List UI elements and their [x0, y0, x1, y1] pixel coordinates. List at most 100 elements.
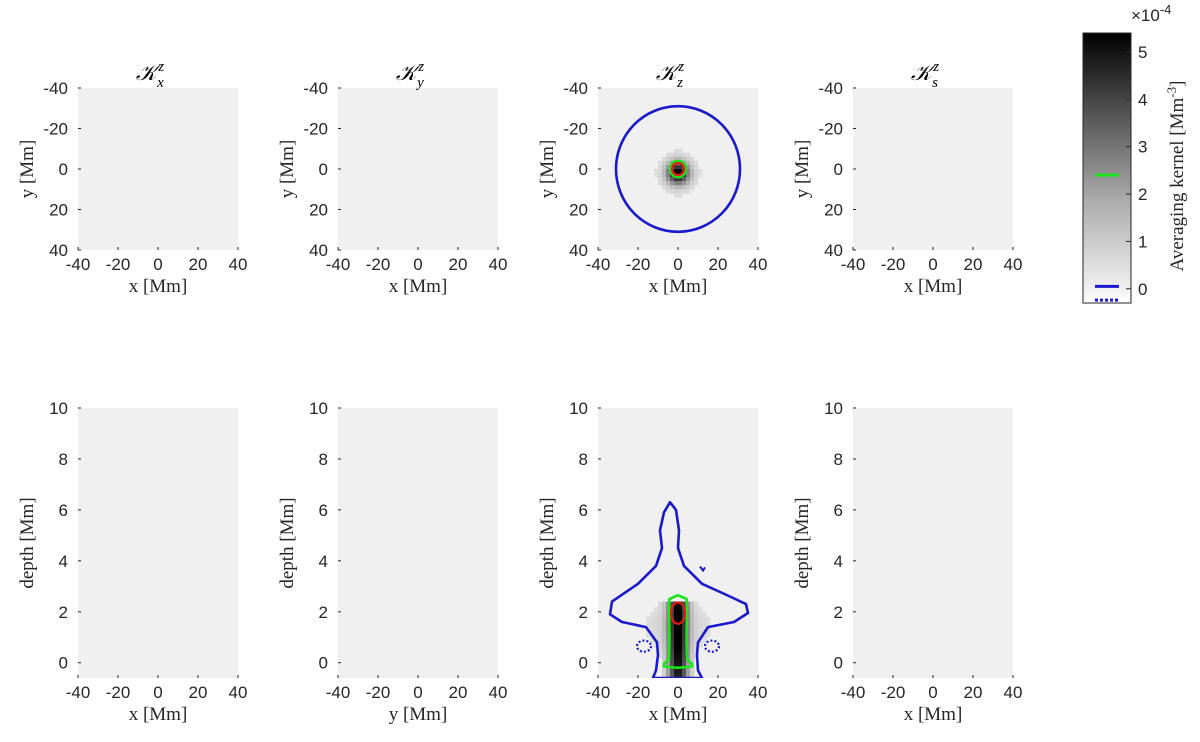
- colorbar-tick-label: 1: [1138, 232, 1147, 251]
- heat-cell: [686, 189, 691, 194]
- heat-cell: [706, 627, 711, 633]
- heat-cell: [690, 173, 695, 178]
- heat-cell: [674, 611, 679, 618]
- y-tick-label: 0: [59, 160, 68, 179]
- heat-cell: [658, 611, 663, 618]
- y-tick-label: 0: [59, 654, 68, 673]
- heat-cell: [654, 611, 659, 618]
- heat-cell: [650, 627, 655, 633]
- x-axis-label: x [Mm]: [129, 704, 188, 725]
- heat-cell: [686, 647, 691, 653]
- heat-cell: [686, 672, 691, 678]
- panel-title-sub: x: [156, 75, 164, 91]
- heat-cell: [686, 642, 691, 648]
- heat-cell: [646, 616, 651, 623]
- x-tick-label: 0: [928, 255, 937, 274]
- panel-title-sup: z: [157, 59, 164, 75]
- heat-cell: [658, 169, 663, 174]
- panel-r2-c2: -40 -20 0 20 40 0 2 4 6 8 10 y [Mm] depth [Mm]: [277, 399, 507, 725]
- heat-cell: [674, 647, 679, 653]
- heat-cell: [702, 616, 707, 623]
- heat-cell: [682, 177, 687, 182]
- heat-cell: [690, 185, 695, 190]
- heat-cell: [674, 652, 679, 659]
- heat-cell: [662, 177, 667, 182]
- x-tick-label: -40: [841, 683, 866, 702]
- heat-cell: [686, 621, 691, 628]
- contour-red: [670, 161, 686, 177]
- heat-cell: [686, 169, 691, 174]
- kernel-heatmap: [608, 500, 750, 678]
- heat-cell: [694, 164, 699, 170]
- heat-cell: [706, 632, 711, 638]
- colorbar-tick-label: 0: [1138, 280, 1147, 299]
- heat-cell: [646, 621, 651, 628]
- heat-cell: [670, 177, 675, 182]
- y-axis-label: depth [Mm]: [17, 497, 38, 588]
- heat-cell: [658, 181, 663, 186]
- heat-cell: [694, 606, 699, 613]
- x-tick-label: 40: [229, 255, 248, 274]
- heat-cell: [694, 616, 699, 623]
- heat-cell: [670, 189, 675, 194]
- heat-cell: [686, 667, 691, 674]
- heat-cell: [678, 672, 683, 678]
- heat-cell: [690, 164, 695, 170]
- heat-cell: [690, 621, 695, 628]
- heat-cell: [670, 627, 675, 633]
- heat-cell: [678, 632, 683, 638]
- heat-cell: [690, 642, 695, 648]
- heat-cell: [678, 662, 683, 669]
- panel-background: [78, 88, 238, 250]
- heat-cell: [694, 637, 699, 643]
- heat-cell: [670, 652, 675, 659]
- heat-cell: [686, 632, 691, 638]
- heat-cell: [690, 637, 695, 643]
- heat-cell: [694, 632, 699, 638]
- x-tick-label: 20: [189, 683, 208, 702]
- heat-cell: [678, 647, 683, 653]
- heat-cell: [678, 642, 683, 648]
- heat-cell: [686, 637, 691, 643]
- heat-cell: [698, 173, 703, 178]
- heat-cell: [646, 632, 651, 638]
- heat-cell: [686, 156, 691, 162]
- heat-cell: [670, 632, 675, 638]
- heat-cell: [690, 672, 695, 678]
- heat-cell: [686, 662, 691, 669]
- heat-cell: [658, 606, 663, 613]
- panel-title-sup: z: [932, 59, 939, 75]
- x-tick-label: -20: [626, 255, 651, 274]
- heat-cell: [678, 611, 683, 618]
- y-tick-label: 20: [309, 201, 328, 220]
- x-tick-label: 40: [1004, 683, 1023, 702]
- heat-cell: [690, 156, 695, 162]
- heat-cell: [694, 173, 699, 178]
- y-tick-label: 20: [824, 201, 843, 220]
- y-axis-label: y [Mm]: [792, 140, 813, 199]
- panel-background: [853, 88, 1013, 250]
- heat-cell: [666, 185, 671, 190]
- y-tick-label: 0: [319, 160, 328, 179]
- heat-cell: [682, 667, 687, 674]
- x-tick-label: 0: [673, 255, 682, 274]
- heat-cell: [678, 148, 683, 154]
- heat-cell: [690, 160, 695, 166]
- colorbar-tick-label: 4: [1138, 90, 1147, 109]
- heat-cell: [682, 181, 687, 186]
- x-tick-label: 0: [413, 255, 422, 274]
- heat-cell: [682, 621, 687, 628]
- contour-blue-dotted: [635, 639, 653, 653]
- heat-cell: [678, 667, 683, 674]
- y-tick-label: 0: [319, 654, 328, 673]
- x-tick-label: 20: [964, 683, 983, 702]
- heat-cell: [670, 637, 675, 643]
- y-tick-label: -40: [303, 79, 328, 98]
- heat-cell: [674, 156, 679, 162]
- heat-cell: [678, 185, 683, 190]
- heat-cell: [670, 642, 675, 648]
- heat-cell: [682, 627, 687, 633]
- y-axis-label: depth [Mm]: [537, 497, 558, 588]
